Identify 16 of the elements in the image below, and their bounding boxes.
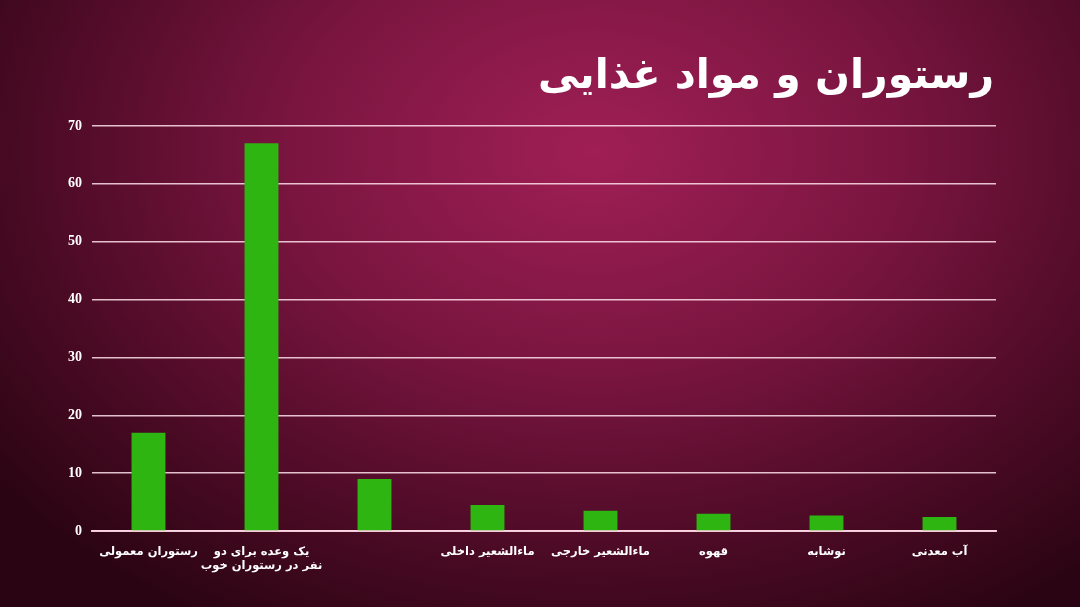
x-tick-label: آب معدنی	[911, 543, 969, 558]
y-tick-label: 10	[68, 464, 82, 480]
x-tick-label: رستوران معمولی	[99, 543, 198, 559]
x-tick-label: ماءالشعیر داخلی	[440, 543, 535, 558]
x-tick-label: یک وعده برای دو نفر در رستوران خوب	[200, 543, 323, 573]
x-tick-label: نوشابه	[807, 543, 846, 559]
y-tick-label: 70	[68, 117, 82, 133]
x-tick-label: قهوه	[698, 543, 729, 559]
y-tick-label: 50	[68, 233, 82, 249]
y-tick-label: 20	[68, 406, 82, 422]
y-tick-label: 40	[68, 291, 82, 307]
y-tick-label: 60	[68, 175, 82, 191]
x-tick-label: ماءالشعیر خارجی	[551, 543, 650, 558]
chart-title: رستوران و مواد غذایی	[537, 49, 994, 100]
y-tick-label: 30	[68, 349, 82, 365]
y-tick-label: 0	[75, 522, 82, 538]
